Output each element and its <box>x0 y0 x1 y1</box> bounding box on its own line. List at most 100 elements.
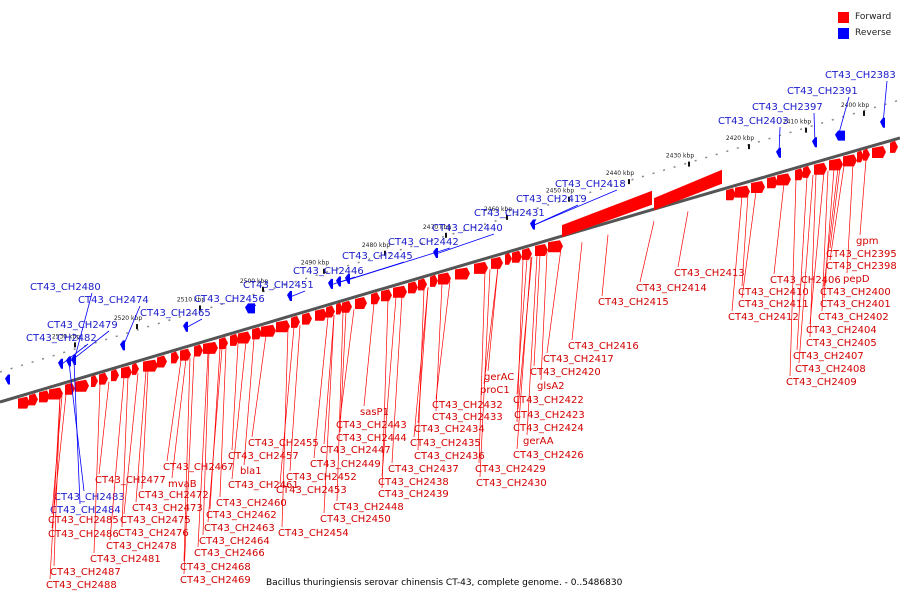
forward-gene-leader <box>339 309 355 420</box>
reverse-gene-label: CT43_CH2418 <box>555 179 626 190</box>
forward-gene-label: CT43_CH2402 <box>818 312 889 323</box>
reverse-gene-label: CT43_CH2403 <box>718 116 789 127</box>
forward-gene-block <box>355 296 367 309</box>
forward-gene-label: CT43_CH2410 <box>738 287 809 298</box>
forward-gene-leader <box>821 170 829 312</box>
forward-gene-label: CT43_CH2487 <box>50 567 121 578</box>
scale-tick-label: 2440 kbp <box>606 170 634 177</box>
forward-gene-block <box>474 261 488 274</box>
forward-gene-leader <box>231 341 247 480</box>
reverse-gene-leader <box>338 261 405 283</box>
forward-gene-label: CT43_CH2469 <box>180 575 251 586</box>
forward-gene-label: bla1 <box>240 466 262 477</box>
reverse-gene-label: CT43_CH2479 <box>47 320 118 331</box>
scale-tick-mark <box>323 268 325 274</box>
forward-gene-leader <box>417 288 425 451</box>
reverse-gene-leader <box>837 96 850 137</box>
forward-gene-leader <box>243 338 255 466</box>
reverse-gene-leader <box>185 318 203 329</box>
reverse-gene-leader <box>330 276 356 286</box>
forward-gene-label: CT43_CH2481 <box>90 554 161 565</box>
forward-gene-label: CT43_CH2462 <box>206 510 277 521</box>
forward-gene-leader <box>798 174 814 364</box>
forward-gene-block <box>91 375 98 388</box>
forward-gene-block <box>276 320 290 333</box>
reverse-gene-leader <box>68 330 110 363</box>
forward-gene-leader <box>109 377 125 541</box>
reverse-gene-label: CT43_CH2391 <box>787 86 858 97</box>
reverse-gene-label: CT43_CH2419 <box>516 194 587 205</box>
forward-gene-leader <box>479 269 491 478</box>
forward-gene-label: CT43_CH2488 <box>46 580 117 591</box>
forward-gene-leader <box>487 266 499 372</box>
reverse-gene-leader <box>73 292 93 362</box>
scale-tick-mark <box>136 324 138 330</box>
forward-gene-block <box>194 344 203 357</box>
scale-tick-mark <box>748 144 750 150</box>
reverse-gene-block <box>530 219 535 230</box>
forward-gene-label: CT43_CH2416 <box>568 341 639 352</box>
forward-gene-block <box>654 169 722 211</box>
forward-gene-leader <box>796 176 808 351</box>
reverse-gene-leader <box>122 305 141 347</box>
reverse-gene-label: CT43_CH2383 <box>825 70 896 81</box>
forward-gene-leader <box>829 167 841 249</box>
forward-gene-block <box>157 355 167 368</box>
scale-tick-mark <box>805 127 807 133</box>
reverse-gene-leader <box>882 80 888 124</box>
reverse-gene-label: CT43_CH2446 <box>293 266 364 277</box>
forward-gene-label: CT43_CH2433 <box>432 412 503 423</box>
forward-gene-label: CT43_CH2475 <box>120 515 191 526</box>
forward-gene-label: CT43_CH2461 <box>228 480 299 491</box>
forward-gene-block <box>814 162 827 175</box>
forward-gene-label: CT43_CH2444 <box>336 433 407 444</box>
forward-gene-leader <box>381 299 389 489</box>
forward-gene-leader <box>135 370 147 503</box>
forward-gene-block <box>219 337 228 350</box>
forward-gene-block <box>548 240 563 253</box>
scale-tick-label: 2500 kbp <box>240 278 268 285</box>
forward-gene-label: CT43_CH2426 <box>513 450 584 461</box>
forward-gene-block <box>562 190 652 238</box>
forward-gene-leader <box>829 166 845 261</box>
forward-gene-label: CT43_CH2450 <box>320 514 391 525</box>
reverse-gene-block <box>812 137 817 148</box>
legend: Forward Reverse <box>838 9 891 41</box>
reverse-gene-leader <box>532 218 537 226</box>
forward-swatch <box>838 11 849 23</box>
forward-gene-leader <box>533 254 541 367</box>
scale-tick-mark <box>262 286 264 292</box>
forward-gene-label: CT43_CH2457 <box>228 451 299 462</box>
forward-gene-leader <box>336 312 344 502</box>
forward-gene-block <box>535 244 548 256</box>
reverse-gene-label: CT43_CH2445 <box>342 251 413 262</box>
forward-gene-leader <box>363 303 375 407</box>
forward-gene-block <box>438 272 451 285</box>
forward-gene-label: CT43_CH2430 <box>476 478 547 489</box>
forward-gene-leader <box>741 193 749 287</box>
forward-gene-leader <box>639 221 655 283</box>
forward-gene-block <box>751 180 765 193</box>
scale-tick-label: 2520 kbp <box>114 315 142 322</box>
reverse-gene-block <box>287 291 292 302</box>
scale-tick-mark <box>568 196 570 202</box>
forward-gene-label: sasP1 <box>360 407 389 418</box>
forward-gene-leader <box>323 315 335 514</box>
legend-item-forward: Forward <box>838 9 891 25</box>
forward-gene-leader <box>859 159 867 236</box>
forward-gene-label: CT43_CH2404 <box>806 325 877 336</box>
legend-label-forward: Forward <box>855 12 892 22</box>
forward-gene-leader <box>601 234 609 297</box>
forward-gene-leader <box>339 311 347 433</box>
forward-gene-label: CT43_CH2453 <box>276 485 347 496</box>
scale-tick-label: 2430 kbp <box>666 153 694 160</box>
forward-gene-leader <box>207 348 223 523</box>
forward-gene-label: CT43_CH2432 <box>432 400 503 411</box>
forward-gene-block <box>132 362 139 375</box>
reverse-gene-label: CT43_CH2482 <box>26 333 97 344</box>
forward-gene-leader <box>731 195 743 312</box>
reverse-gene-leader <box>778 126 781 154</box>
forward-gene-block <box>408 281 418 294</box>
forward-gene-block <box>872 146 886 159</box>
forward-gene-leader <box>121 376 129 528</box>
